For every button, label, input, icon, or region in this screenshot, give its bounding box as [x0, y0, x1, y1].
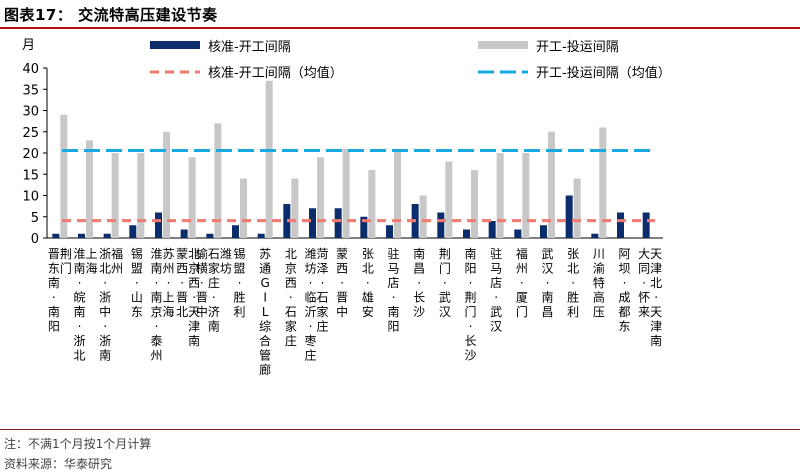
- approval-start-bar: [540, 225, 547, 238]
- build-operation-bar: [163, 131, 170, 238]
- build-operation-bar: [188, 157, 196, 238]
- build-operation-bar: [291, 178, 299, 238]
- build-operation-bar: [111, 153, 119, 238]
- x-tick-label: 张北·胜利: [567, 247, 579, 319]
- x-tick-label: 榆横·晋中石家庄·济南潍坊: [196, 246, 232, 334]
- legend-build-bar-swatch: [478, 41, 528, 49]
- x-tick-label: 张北·雄安: [362, 247, 374, 319]
- x-tick-label: 武汉·南昌: [541, 247, 553, 319]
- build-operation-bar: [86, 140, 93, 238]
- approval-start-bar: [257, 233, 265, 238]
- approval-start-bar: [232, 225, 239, 238]
- chart-title: 图表17： 交流特高压建设节奏: [4, 6, 218, 24]
- title-divider: [0, 27, 800, 29]
- y-tick-label: 30: [22, 105, 39, 120]
- build-operation-bar: [496, 153, 504, 238]
- build-operation-bar: [60, 114, 68, 238]
- x-tick-label: 北京西·石家庄: [285, 247, 297, 348]
- build-operation-bar: [342, 148, 350, 238]
- y-tick-label: 10: [22, 190, 39, 205]
- approval-start-bar: [206, 233, 214, 238]
- approval-start-bar: [463, 229, 470, 238]
- y-tick-label: 15: [22, 168, 39, 183]
- build-operation-bar: [548, 131, 555, 238]
- bars: [52, 80, 650, 238]
- approval-start-bar: [360, 216, 368, 238]
- x-tick-label: 浙北·浙中·浙南福州: [99, 246, 123, 363]
- build-operation-bar: [265, 80, 273, 238]
- x-tick-label: 福州·厦门: [516, 246, 528, 319]
- average-lines: [62, 148, 655, 223]
- y-axis-title: 月: [22, 38, 35, 53]
- y-tick-label: 5: [31, 211, 39, 226]
- y-tick-label: 40: [22, 62, 39, 77]
- y-tick-label: 35: [22, 83, 39, 98]
- y-tick-label: 0: [31, 232, 39, 247]
- x-tick-label: 潍坊·临沂·枣庄菏泽·石家庄: [304, 247, 328, 363]
- y-axis: 月 0 5 10 15 20 25 30 35 40: [22, 38, 663, 247]
- x-axis-labels: 晋东南·南阳荆门淮南·皖南·浙北上海浙北·浙中·浙南福州锡盟·山东淮南·南京·泰…: [48, 246, 662, 377]
- approval-start-bar: [617, 212, 624, 238]
- build-operation-bar: [214, 123, 222, 238]
- source-note: 资料来源：华泰研究: [4, 457, 113, 471]
- x-tick-label: 锡盟·山东: [131, 246, 143, 319]
- legend-approval-bar-label: 核准-开工间隔: [208, 40, 291, 55]
- x-tick-label: 南昌·长沙: [413, 246, 425, 319]
- x-tick-label: 驻马店·武汉: [490, 246, 502, 334]
- x-tick-label: 晋东南·南阳荆门: [48, 247, 72, 334]
- y-tick-label: 20: [22, 147, 39, 162]
- x-tick-label: 荆门·武汉: [439, 247, 451, 319]
- approval-start-bar: [591, 233, 599, 238]
- x-tick-label: 阿坝·成都东: [618, 247, 630, 334]
- build-operation-bar: [445, 161, 453, 238]
- build-operation-bar: [522, 153, 530, 238]
- approval-start-bar: [386, 225, 393, 238]
- approval-start-bar: [488, 221, 496, 238]
- legend-build-bar-label: 开工-投运间隔: [536, 39, 619, 55]
- x-tick-label: 锡盟·胜利: [233, 246, 245, 319]
- build-operation-bar: [599, 127, 607, 238]
- build-operation-bar: [394, 148, 401, 238]
- x-tick-label: 淮南·南京·泰州苏州·上海: [150, 247, 174, 363]
- build-operation-bar: [317, 157, 324, 238]
- approval-start-bar: [309, 208, 316, 238]
- approval-start-bar: [642, 212, 650, 238]
- build-operation-bar: [419, 195, 427, 238]
- approval-start-bar: [334, 208, 342, 238]
- y-tick-label: 25: [22, 126, 39, 141]
- approval-start-bar: [283, 204, 291, 238]
- approval-start-bar: [78, 233, 85, 238]
- legend-approval-bar-swatch: [150, 41, 200, 49]
- x-tick-label: 蒙西·晋北北京西·天津南: [176, 247, 200, 348]
- x-tick-label: 淮南·皖南·浙北上海: [73, 247, 97, 363]
- x-tick-label: 驻马店·南阳: [387, 246, 399, 334]
- approval-start-bar: [155, 212, 162, 238]
- build-operation-bar: [368, 170, 376, 238]
- approval-start-bar: [514, 229, 522, 238]
- build-operation-bar: [137, 153, 145, 238]
- approval-start-bar: [565, 195, 573, 238]
- x-tick-label: 大同·怀来天津北·天津南: [638, 247, 662, 348]
- approval-start-bar: [129, 225, 137, 238]
- legend-approval-average-label: 核准-开工间隔（均值）: [208, 65, 343, 81]
- x-tick-label: 南阳·荆门·长沙: [464, 246, 476, 363]
- x-tick-label: 苏通 G I L 综合管廊: [259, 247, 271, 377]
- x-tick-label: 蒙西·晋中: [336, 247, 348, 319]
- footnote: 注：不满1个月按1个月计算: [4, 437, 152, 451]
- legend-build-average-label: 开工-投运间隔（均值）: [536, 65, 671, 81]
- build-operation-bar: [573, 178, 581, 238]
- footer-divider: [0, 429, 800, 430]
- build-operation-bar: [471, 170, 478, 238]
- x-tick-label: 川渝特高压: [593, 247, 605, 319]
- approval-start-bar: [180, 229, 188, 238]
- build-operation-bar: [240, 178, 247, 238]
- approval-start-bar: [437, 212, 445, 238]
- approval-start-bar: [103, 233, 111, 238]
- approval-start-bar: [52, 233, 60, 238]
